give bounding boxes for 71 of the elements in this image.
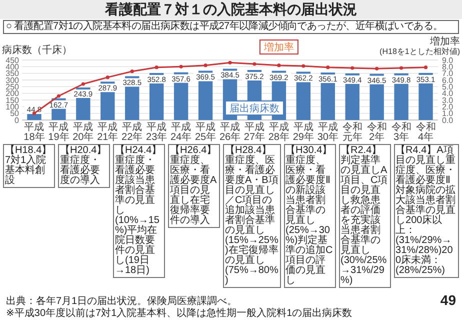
x-tick-label: 平成18年 [22,122,46,143]
point [228,60,232,64]
y-tick-label: 150 [6,96,20,105]
x-tick-label: 平成30年 [316,122,340,143]
text: 【H30.4】重症度、医療・看護必要度Ⅱの新設該当患者割合基準の見直し(25%→30%)判定基準の追加C項目の評価の見直し [286,145,333,286]
x-tick-label: 令和3年 [390,122,412,143]
point [277,64,281,68]
series-label: 増加率 [262,42,294,54]
chart-subtitle: ○ 看護配置7対1の入院基本料の届出病床数は平成27年以降減少傾向であったが、近年横ばいである。 [3,20,459,34]
x-tick-label: 令和4年 [414,122,437,143]
text: ※平成30年度以前は7対1入院基本料、以降は急性期一般入院料1の届出病床数 [5,308,354,320]
y2-tick-label: 9.0 [442,56,454,65]
point [130,70,134,74]
x-tick-label: 平成23年 [145,122,168,143]
x-tick-label: 平成20年 [72,122,95,143]
source-note: 出典：各年7月1日の届出状況。保険局医療課調べ。 [6,296,238,307]
x-tick-label: 平成25年 [194,122,218,143]
x-tick-label: 平成24年 [169,122,193,143]
text: 【H18.4】7対1入院基本料創設 [3,144,55,188]
x-tick-label: 平成26年 [218,122,242,143]
text: 【R2.4】判定基準の見直しA項目、C項目の見直し救急患者の評価を充実該当患者割合基準の見直し(30%/25%→31%/29%) [340,145,388,286]
y2-tick-label: 0.0 [442,116,454,125]
text: 49 [440,292,456,308]
y-tick-label: 400 [6,62,20,72]
y2-tick-label: 4.0 [442,89,454,98]
y-tick-label: 0 [14,116,20,125]
point [252,62,256,66]
y2-tick-label: 7.0 [442,69,454,78]
y-tick-label: 250 [6,82,20,92]
text: 【H20.4】重症度・看護必要度の導入 [58,144,110,188]
y2-tick-label: 3.0 [442,96,454,105]
x-tick-label: 平成27年 [242,122,266,143]
x-tick-label: 平成29年 [292,122,315,143]
point [179,64,183,68]
text: 【H24.4】重症度・看護必要度該当患者割合基準の見直し(10%→15%)平均在院日数要件の見直し(19日→18日) [115,145,162,276]
point [204,64,208,68]
y2-tick-label: 6.0 [442,76,454,85]
point [56,94,61,98]
x-tick-label: 平成22年 [120,122,144,143]
point [350,66,354,70]
series-label: 届出病床数 [229,102,280,114]
x-tick-label: 平成28年 [267,122,290,143]
y2-tick-label: 8.0 [442,62,454,72]
y-tick-label: 350 [6,69,20,78]
y-tick-label: 200 [6,89,20,98]
point [399,66,404,70]
point [326,66,330,70]
y-axis-title: 病床数（千床） [2,44,72,56]
point [106,76,110,80]
text: 【H26.4】重症度、医療・看護必要度A項目の見直し在宅復帰率要件の導入 [168,144,220,228]
point [424,66,428,70]
y-tick-label: 50 [10,109,20,118]
point [302,64,306,68]
bar [27,114,42,120]
point [154,66,158,70]
chart-title: 看護配置７対１の入院基本料の届出状況 [0,0,462,19]
x-tick-label: 令和2年 [366,122,388,143]
point [375,66,379,70]
x-tick-label: 平成19年 [47,122,70,143]
y2-tick-label: 5.0 [442,82,454,92]
x-tick-label: 令和元年 [341,122,364,143]
y2-tick-label: 2.0 [442,102,454,112]
y2-axis-title: 増加率 (H18を1とした相対値) [380,36,460,56]
y-tick-label: 100 [6,102,20,112]
x-tick-label: 平成21年 [96,122,120,143]
y-tick-label: 300 [6,76,20,85]
point [81,82,85,86]
text: 【R4.4】A項目の見直し重症度、医療・看護必要度Ⅱ対象病院の拡大該当患者割合基準の見直し200床以上：(31%/29%→31%/28%)200床未満：(28%/25%) [396,145,456,276]
text: 【H28.4】重症度、医療・看護必要度A・B項目の見直し／C項目の追加該当患者割合基準の見直し(15%→25%)在宅復帰率の見直し(75%→80%) [225,145,278,286]
y2-tick-label: 1.0 [442,109,454,118]
y-tick-label: 450 [6,56,20,65]
